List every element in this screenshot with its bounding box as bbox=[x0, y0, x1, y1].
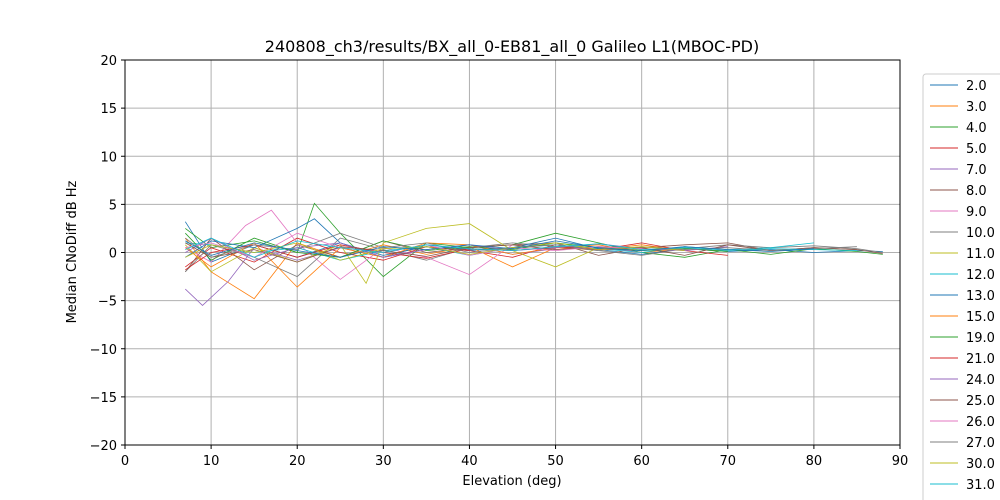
legend-label: 7.0 bbox=[966, 163, 987, 178]
y-tick-label: 15 bbox=[100, 102, 117, 117]
legend: 2.0 3.0 4.0 5.0 7.0 8.0 9.0 10.0 11.0 12.0 13.0 15.… bbox=[922, 73, 1000, 500]
legend-label: 27.0 bbox=[966, 436, 995, 451]
x-tick-label: 90 bbox=[892, 454, 909, 469]
legend-label: 24.0 bbox=[966, 373, 995, 388]
y-tick-label: 20 bbox=[100, 54, 117, 69]
x-tick-label: 50 bbox=[547, 454, 564, 469]
y-axis-label: Median CNoDiff dB Hz bbox=[65, 180, 80, 323]
legend-label: 25.0 bbox=[966, 394, 995, 409]
legend-label: 26.0 bbox=[966, 415, 995, 430]
legend-label: 4.0 bbox=[966, 121, 987, 136]
x-tick-label: 20 bbox=[289, 454, 306, 469]
legend-label: 10.0 bbox=[966, 226, 995, 241]
series-line bbox=[185, 242, 685, 261]
y-axis-ticks: 20 15 10 5 0 −5 −10 −15 −20 bbox=[90, 54, 125, 454]
legend-label: 8.0 bbox=[966, 184, 987, 199]
x-tick-label: 80 bbox=[806, 454, 823, 469]
y-tick-label: −5 bbox=[98, 295, 117, 310]
legend-label: 11.0 bbox=[966, 247, 995, 262]
plot-series bbox=[184, 202, 883, 306]
chart-title: 240808_ch3/results/BX_all_0-EB81_all_0 G… bbox=[265, 37, 759, 57]
y-tick-label: 5 bbox=[109, 198, 117, 213]
x-tick-label: 30 bbox=[375, 454, 392, 469]
legend-label: 5.0 bbox=[966, 142, 987, 157]
legend-label: 31.0 bbox=[966, 478, 995, 493]
y-tick-label: −20 bbox=[90, 439, 117, 454]
y-tick-label: 0 bbox=[109, 247, 117, 262]
legend-label: 12.0 bbox=[966, 268, 995, 283]
x-tick-label: 10 bbox=[203, 454, 220, 469]
legend-label: 30.0 bbox=[966, 457, 995, 472]
legend-label: 2.0 bbox=[966, 79, 987, 94]
x-tick-label: 60 bbox=[633, 454, 650, 469]
x-axis-label: Elevation (deg) bbox=[462, 474, 561, 489]
legend-label: 21.0 bbox=[966, 352, 995, 367]
y-tick-label: −15 bbox=[90, 391, 117, 406]
legend-label: 19.0 bbox=[966, 331, 995, 346]
x-tick-label: 0 bbox=[121, 454, 129, 469]
x-tick-label: 70 bbox=[720, 454, 737, 469]
x-tick-label: 40 bbox=[461, 454, 478, 469]
x-axis-ticks: 0 10 20 30 40 50 60 70 80 90 bbox=[121, 445, 908, 469]
legend-label: 15.0 bbox=[966, 310, 995, 325]
y-tick-label: 10 bbox=[100, 150, 117, 165]
legend-label: 3.0 bbox=[966, 100, 987, 115]
y-tick-label: −10 bbox=[90, 343, 117, 358]
legend-box bbox=[922, 73, 1000, 500]
legend-label: 13.0 bbox=[966, 289, 995, 304]
series-line bbox=[185, 240, 814, 258]
legend-label: 9.0 bbox=[966, 205, 987, 220]
